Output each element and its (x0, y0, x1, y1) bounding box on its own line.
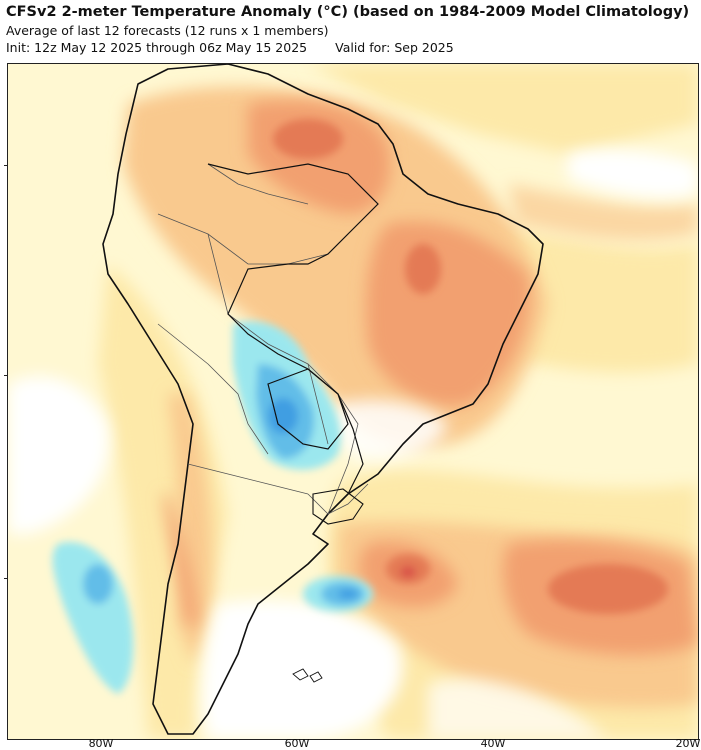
near-zero-anomaly-areas (8, 149, 698, 739)
cool-anomaly-areas (52, 321, 373, 694)
init-time: Init: 12z May 12 2025 through 06z May 15… (6, 40, 308, 55)
map-header: CFSv2 2-meter Temperature Anomaly (°C) (… (6, 3, 696, 56)
valid-period: Valid for: Sep 2025 (335, 40, 454, 55)
longitude-label-80w: 80W (88, 737, 114, 750)
dark-orange-anomaly-areas (273, 119, 668, 614)
forecast-meta: Init: 12z May 12 2025 through 06z May 15… (6, 39, 696, 56)
coastline (102, 64, 544, 735)
longitude-label-60w: 60W (284, 737, 310, 750)
uruguay-border (312, 488, 364, 525)
longitude-label-40w: 40W (480, 737, 506, 750)
map-subtitle: Average of last 12 forecasts (12 runs x … (6, 23, 329, 38)
latitude-tick (4, 578, 8, 579)
falkland-islands (292, 668, 323, 683)
map-title: CFSv2 2-meter Temperature Anomaly (°C) (… (6, 4, 690, 20)
latitude-tick (4, 375, 8, 376)
latitude-tick (4, 165, 8, 166)
brazil-border (207, 163, 379, 495)
longitude-label-20w: 20W (675, 737, 701, 750)
anomaly-map (7, 63, 699, 740)
anomaly-map-svg (8, 64, 698, 739)
